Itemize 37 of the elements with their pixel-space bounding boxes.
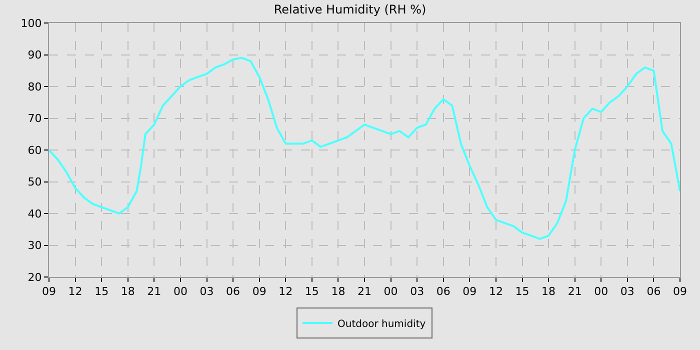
x-tick-label: 12	[488, 285, 503, 298]
x-tick-label: 06	[646, 285, 661, 298]
y-tick-label: 60	[28, 144, 42, 157]
x-tick-label: 15	[94, 285, 109, 298]
y-tick-label: 70	[28, 112, 42, 126]
x-tick-label: 03	[620, 285, 634, 298]
x-tick-label: 12	[278, 285, 293, 298]
y-tick-label: 100	[20, 16, 42, 30]
x-tick-label: 18	[120, 285, 135, 298]
line-series	[49, 56, 680, 240]
x-tick-label: 00	[384, 285, 398, 298]
x-tick-label: 18	[331, 285, 346, 298]
x-tick-label: 03	[200, 285, 214, 298]
y-tick-label: 30	[28, 239, 42, 252]
chart-title: Relative Humidity (RH %)	[274, 2, 426, 17]
x-tick-label: 00	[173, 285, 188, 298]
x-tick-label: 15	[304, 285, 319, 298]
y-tick-label: 40	[28, 207, 42, 220]
y-tick-label: 90	[28, 48, 42, 62]
y-tick-label: 50	[28, 176, 42, 189]
x-tick-label: 00	[594, 285, 608, 298]
x-tick-label: 06	[436, 285, 450, 298]
x-tick-label: 09	[673, 285, 687, 298]
x-tick-label: 09	[252, 285, 266, 298]
x-tick-label: 15	[515, 285, 530, 298]
x-tick-label: 03	[410, 285, 424, 298]
x-tick-label: 12	[68, 285, 82, 298]
x-tick-label: 09	[42, 285, 56, 298]
y-tick-label: 20	[28, 270, 42, 284]
x-tick-label: 18	[542, 285, 556, 298]
y-tick-label: 80	[28, 80, 42, 94]
x-tick-label: 21	[147, 285, 162, 298]
x-tick-label: 21	[568, 285, 582, 298]
x-tick-label: 21	[358, 285, 372, 298]
x-tick-label: 09	[462, 285, 477, 298]
x-tick-label: 06	[226, 285, 240, 298]
legend-label: Outdoor humidity	[338, 318, 426, 330]
